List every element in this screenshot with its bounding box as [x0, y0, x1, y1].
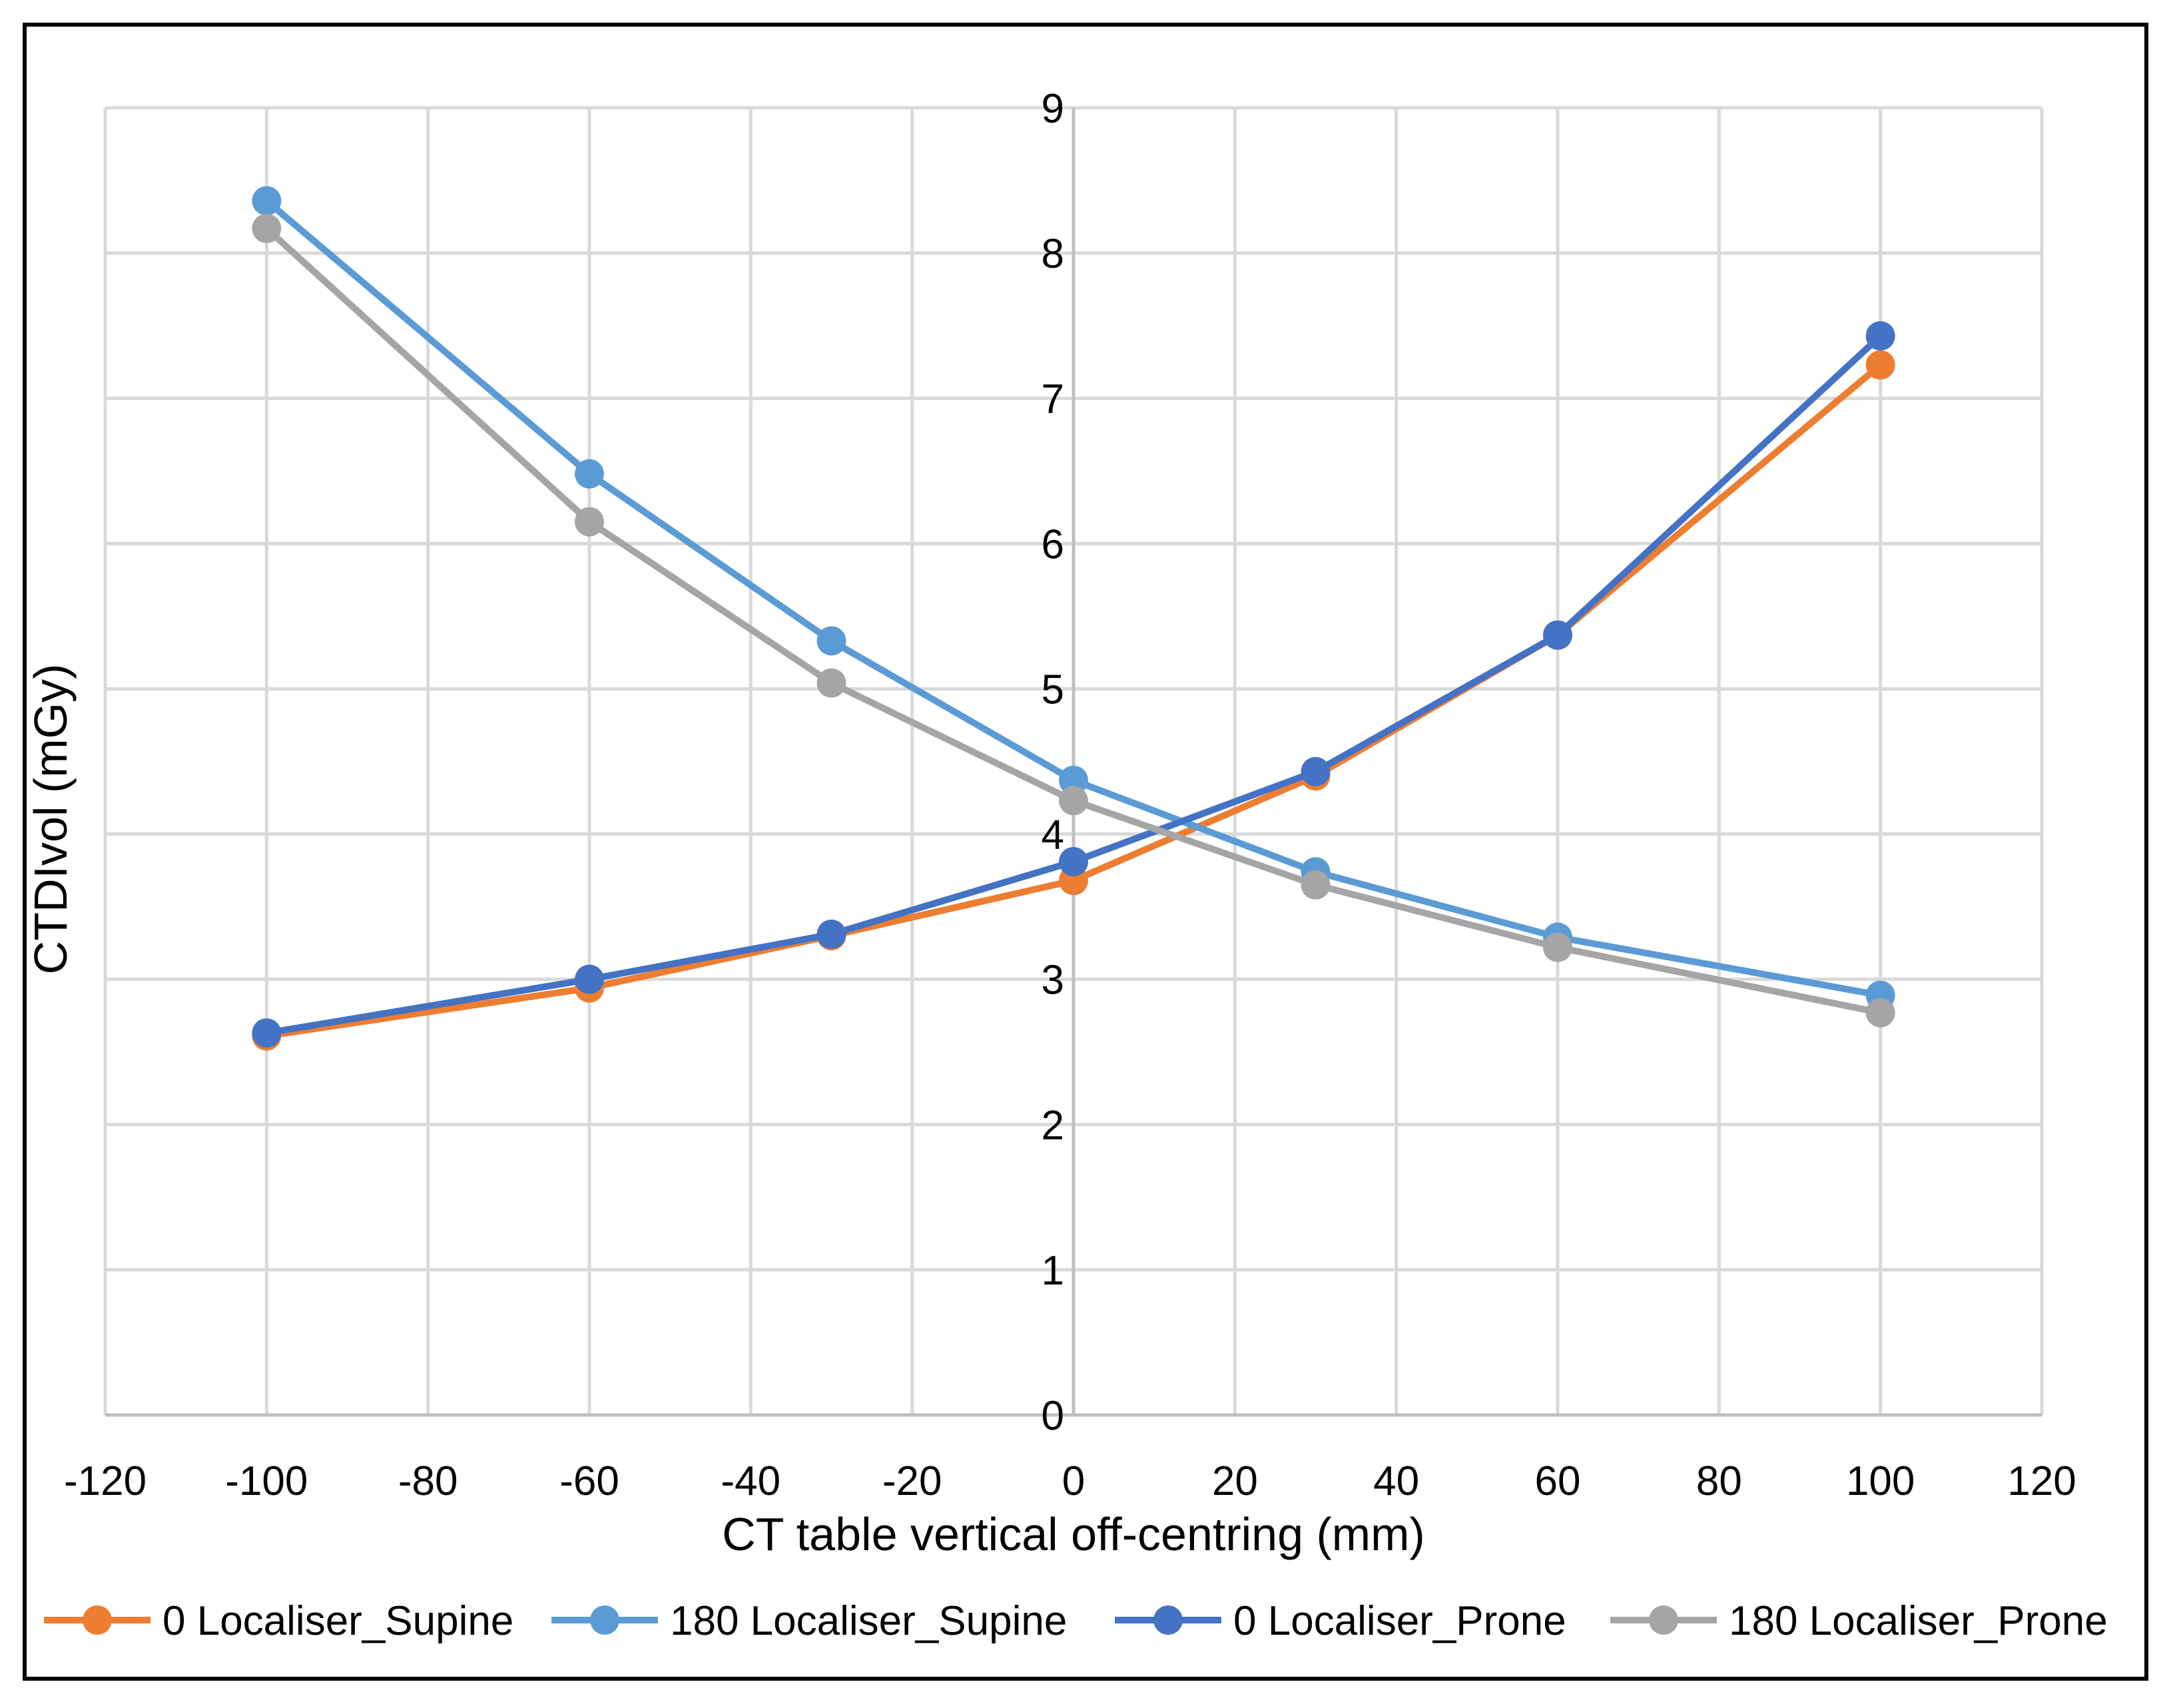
legend-swatch-marker: [1153, 1605, 1183, 1635]
data-point: [1865, 997, 1895, 1027]
series-group: [252, 321, 1895, 1048]
legend-swatch-marker: [1649, 1605, 1678, 1635]
data-point: [816, 626, 846, 656]
y-tick-label: 4: [1042, 812, 1064, 858]
legend-entry: 180 Localiser_Supine: [551, 1598, 1067, 1644]
data-point: [816, 920, 846, 950]
data-point: [1301, 870, 1331, 900]
data-point: [575, 507, 604, 537]
x-tick-label: -20: [882, 1458, 942, 1504]
data-point: [252, 186, 282, 216]
data-point: [1865, 350, 1895, 380]
x-tick-label: 20: [1212, 1458, 1258, 1504]
data-series: [252, 186, 1895, 1051]
y-tick-label: 8: [1042, 231, 1064, 277]
x-tick-label: 80: [1696, 1458, 1742, 1504]
data-point: [1865, 321, 1895, 351]
legend-label: 180 Localiser_Supine: [670, 1598, 1067, 1644]
x-tick-label: 40: [1373, 1458, 1419, 1504]
y-tick-label: 3: [1042, 958, 1064, 1003]
data-point: [252, 1018, 282, 1048]
x-axis-title: CT table vertical off-centring (mm): [722, 1508, 1425, 1560]
data-point: [1543, 620, 1572, 650]
chart-frame: [23, 23, 2148, 1681]
x-tick-label: 0: [1062, 1458, 1085, 1504]
legend-entry: 180 Localiser_Prone: [1610, 1598, 2108, 1644]
data-point: [1059, 786, 1088, 816]
data-point: [1059, 765, 1088, 795]
x-tick-label: -40: [721, 1458, 781, 1504]
x-tick-label: -80: [398, 1458, 458, 1504]
legend-swatch-marker: [83, 1605, 112, 1635]
data-point: [1301, 756, 1331, 786]
x-tick-label: 120: [2007, 1458, 2076, 1504]
y-tick-label: 9: [1042, 86, 1064, 132]
legend-swatch-marker: [590, 1605, 619, 1635]
x-tick-label: 100: [1846, 1458, 1915, 1504]
y-axis-title: CTDIvol (mGy): [25, 664, 77, 975]
legend: 0 Localiser_Supine 180 Localiser_Supine 0 …: [44, 1598, 2108, 1644]
data-point: [575, 459, 604, 489]
tick-labels: -120 -100 -80 -60 -40 -20 0 20 40 60 80 100 120 0 1 2 3 4…: [64, 86, 2076, 1504]
legend-entry: 0 Localiser_Prone: [1115, 1598, 1566, 1644]
data-point: [575, 964, 604, 994]
x-tick-label: -120: [64, 1458, 147, 1504]
x-tick-label: -100: [225, 1458, 308, 1504]
legend-entry: 0 Localiser_Supine: [44, 1598, 513, 1644]
legend-label: 0 Localiser_Prone: [1233, 1598, 1566, 1644]
legend-label: 0 Localiser_Supine: [162, 1598, 513, 1644]
data-point: [816, 668, 846, 698]
y-tick-label: 5: [1042, 667, 1064, 712]
legend-label: 180 Localiser_Prone: [1729, 1598, 2108, 1644]
axes: [105, 108, 2042, 1417]
x-tick-label: -60: [559, 1458, 619, 1504]
y-tick-label: 7: [1042, 376, 1064, 422]
data-point: [1059, 846, 1088, 876]
y-tick-label: 6: [1042, 521, 1064, 567]
data-point: [252, 214, 282, 244]
y-tick-label: 0: [1042, 1393, 1064, 1439]
y-tick-label: 1: [1042, 1248, 1064, 1294]
y-tick-label: 2: [1042, 1103, 1064, 1149]
series-group: [252, 214, 1895, 1027]
data-point: [1543, 932, 1572, 962]
x-tick-label: 60: [1535, 1458, 1581, 1504]
